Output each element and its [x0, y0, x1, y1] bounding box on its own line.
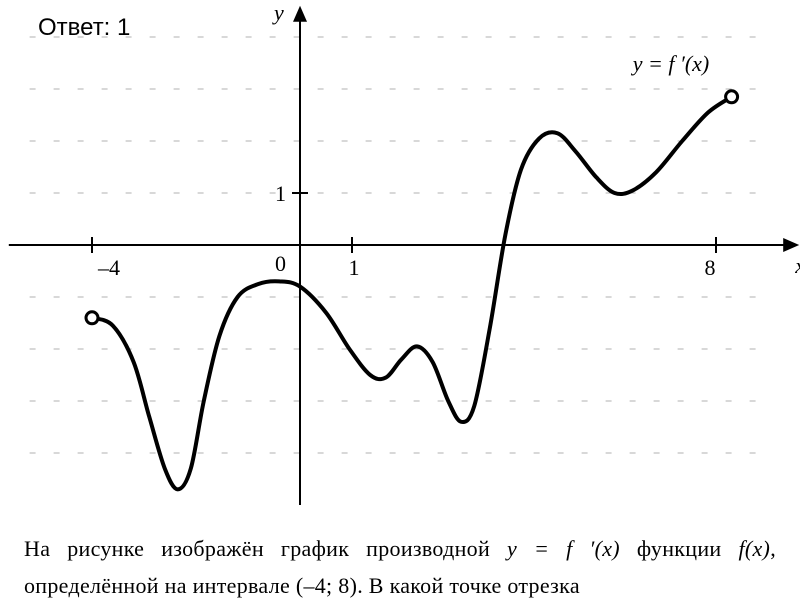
caption-mid: функции [620, 536, 739, 561]
chart-container: Ответ: 1 y x –4 1 8 1 0 y = f ′(x) [0, 0, 800, 520]
svg-text:0: 0 [275, 251, 286, 276]
svg-text:–4: –4 [97, 255, 120, 280]
svg-text:x: x [794, 253, 800, 278]
svg-text:1: 1 [275, 181, 286, 206]
svg-text:y = f ′(x): y = f ′(x) [631, 51, 709, 76]
svg-text:1: 1 [349, 255, 360, 280]
caption-fn: f(x) [738, 536, 770, 561]
caption-text: На рисунке изображён график производной … [24, 530, 776, 605]
svg-text:y: y [272, 0, 284, 25]
derivative-plot: y x –4 1 8 1 0 y = f ′(x) [0, 0, 800, 520]
answer-text: Ответ: 1 [38, 14, 130, 42]
caption-prefix: На рисунке изображён график производной [24, 536, 507, 561]
caption-formula: y = f ′(x) [507, 536, 620, 561]
answer-value: 1 [117, 14, 130, 41]
answer-label: Ответ: [38, 14, 110, 41]
svg-text:8: 8 [705, 255, 716, 280]
